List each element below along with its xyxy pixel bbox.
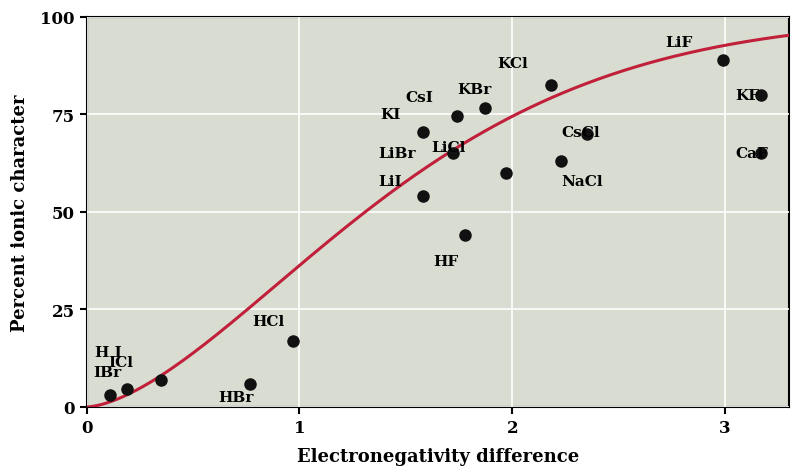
Text: CsCl: CsCl (561, 126, 600, 139)
Text: LiCl: LiCl (431, 141, 466, 155)
Text: ICl: ICl (108, 356, 133, 369)
Text: KCl: KCl (498, 57, 528, 71)
Text: NaCl: NaCl (561, 174, 602, 188)
Text: IBr: IBr (93, 365, 121, 379)
Text: HF: HF (434, 254, 458, 268)
Text: KBr: KBr (457, 83, 491, 97)
Text: KI: KI (380, 108, 401, 122)
Text: KF: KF (736, 89, 760, 102)
Text: H I: H I (95, 346, 122, 359)
X-axis label: Electronegativity difference: Electronegativity difference (297, 447, 579, 465)
Text: CsI: CsI (406, 90, 434, 104)
Text: HCl: HCl (253, 315, 285, 328)
Text: LiF: LiF (666, 36, 693, 50)
Text: LiBr: LiBr (378, 147, 416, 161)
Text: LiI: LiI (378, 174, 402, 188)
Y-axis label: Percent ionic character: Percent ionic character (11, 94, 29, 331)
Text: HBr: HBr (218, 390, 254, 405)
Text: CaF: CaF (736, 147, 769, 161)
